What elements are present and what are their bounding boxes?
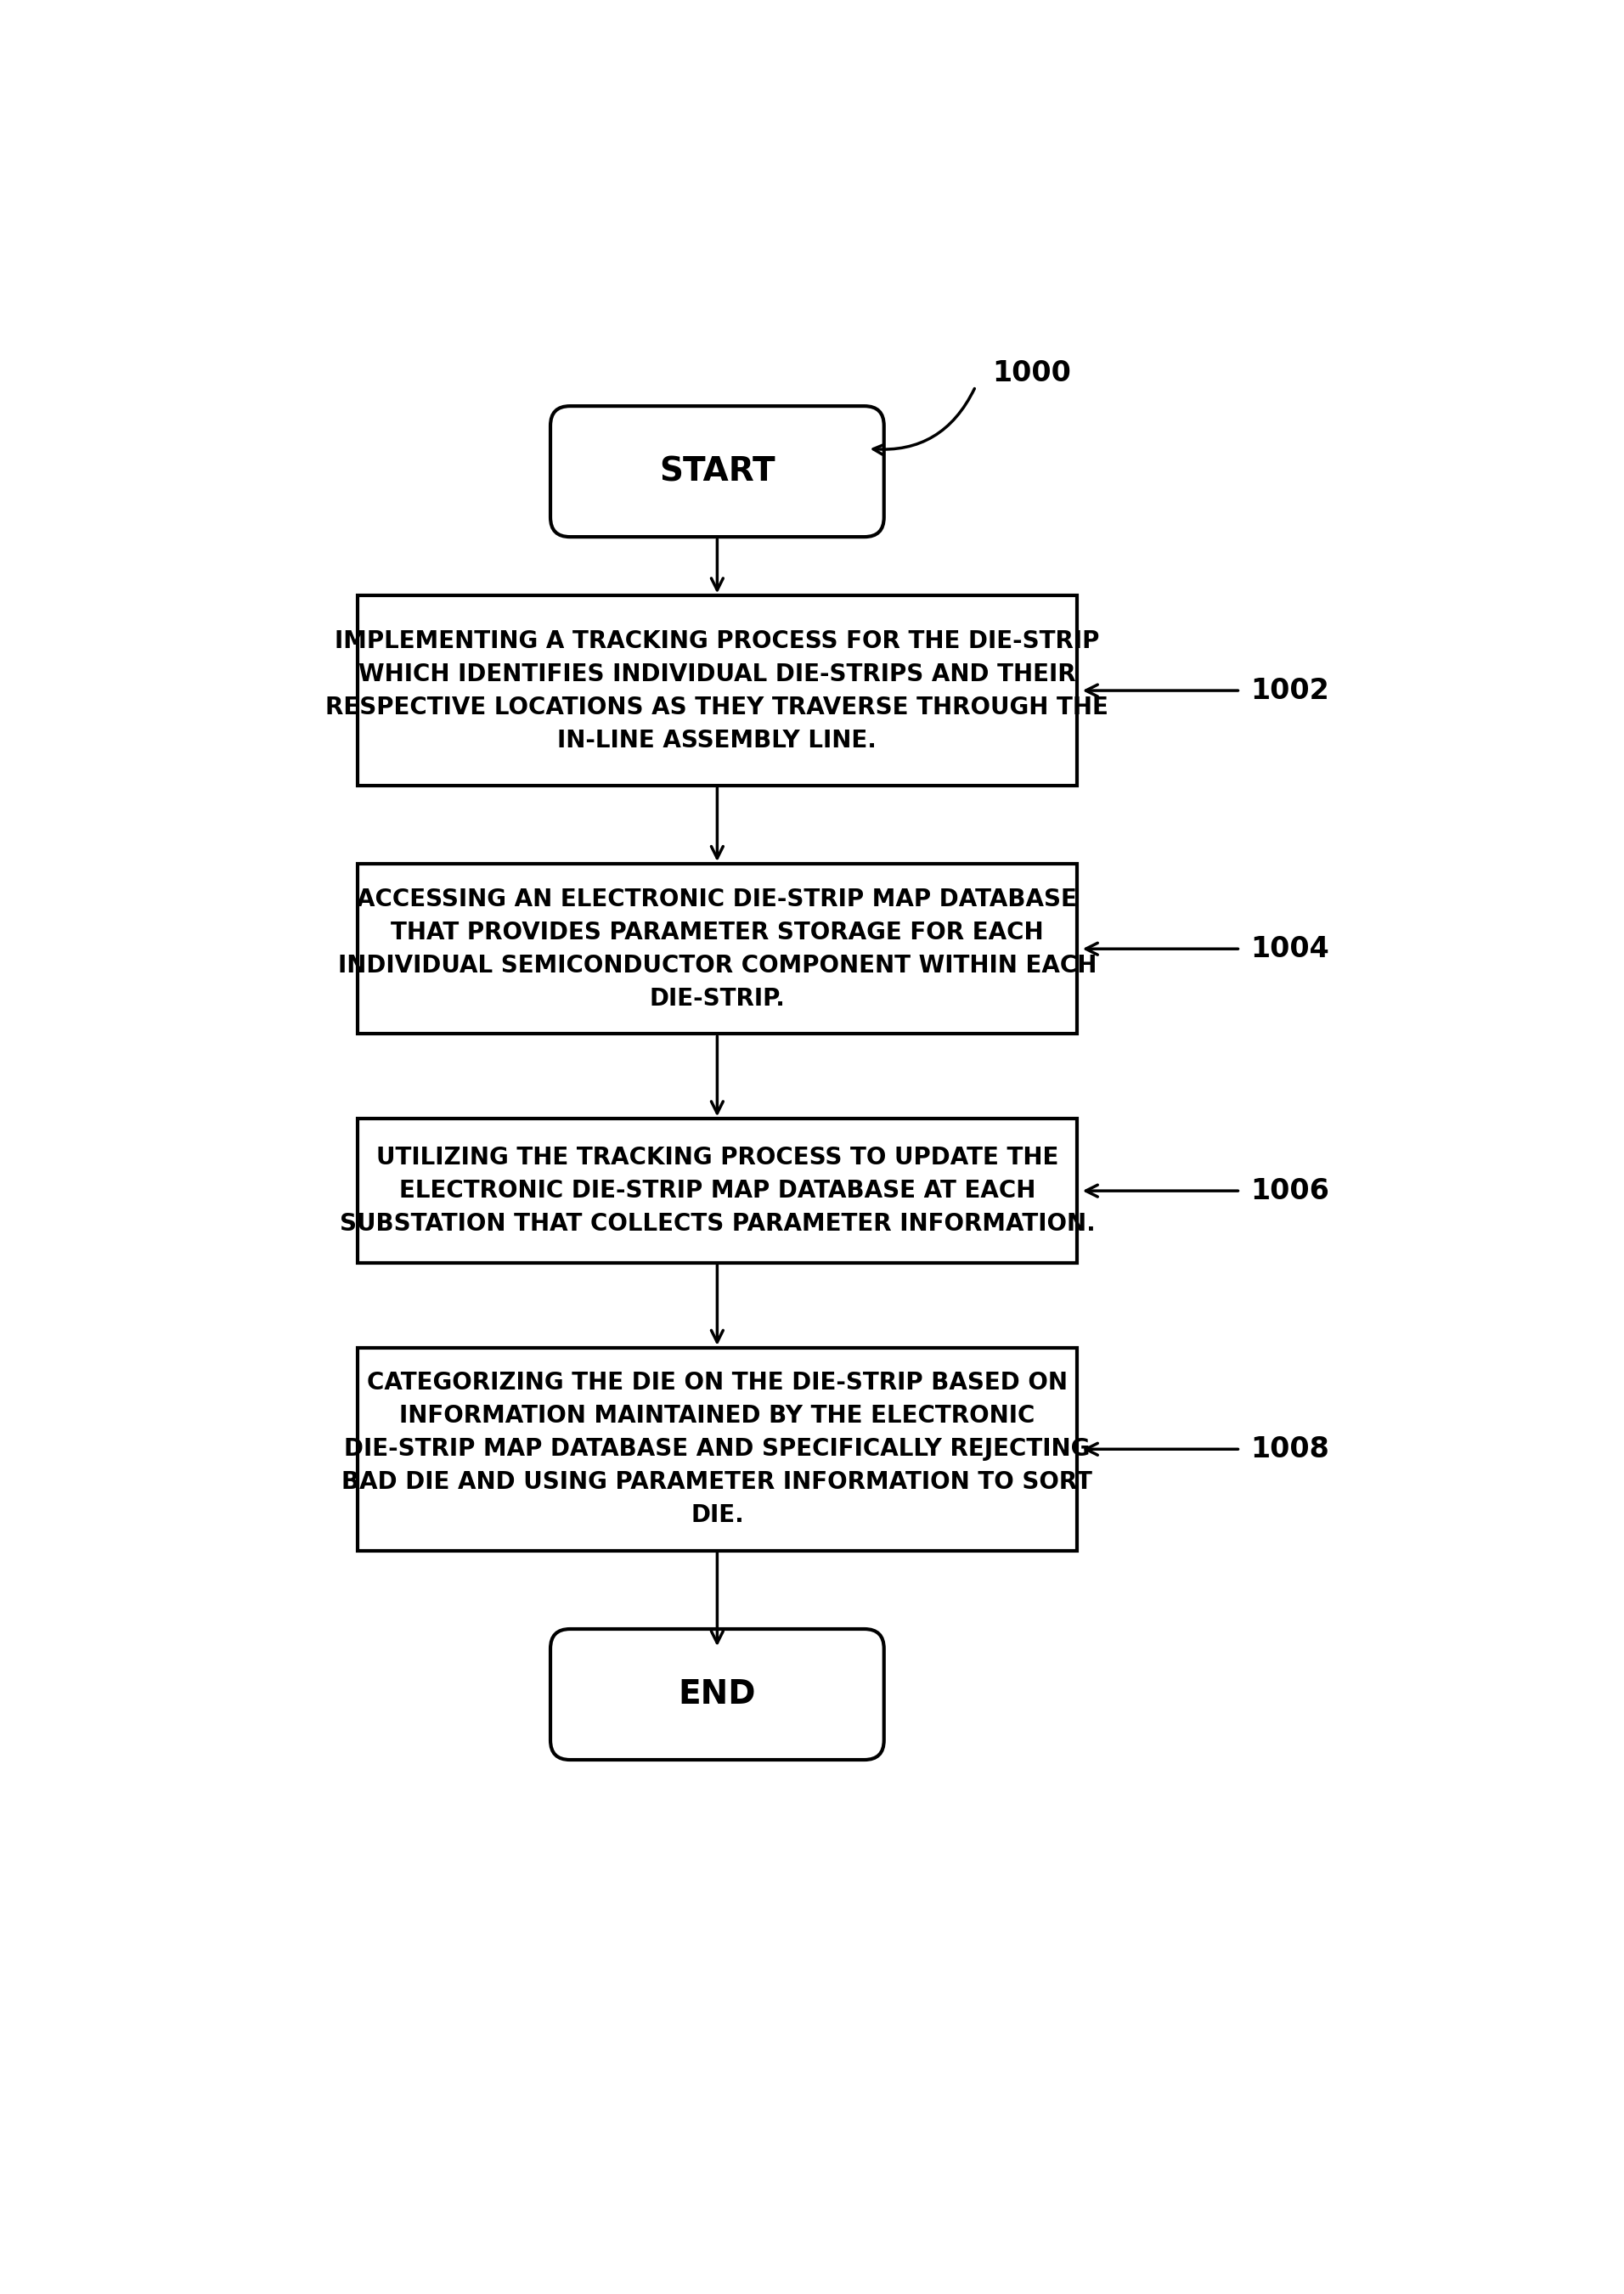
Text: UTILIZING THE TRACKING PROCESS TO UPDATE THE
ELECTRONIC DIE-STRIP MAP DATABASE A: UTILIZING THE TRACKING PROCESS TO UPDATE… xyxy=(339,1145,1095,1236)
Bar xyxy=(357,1119,1077,1262)
Text: 1000: 1000 xyxy=(992,360,1070,388)
Text: START: START xyxy=(659,454,775,489)
FancyBboxPatch shape xyxy=(551,1629,883,1759)
Bar xyxy=(357,1349,1077,1551)
Text: IMPLEMENTING A TRACKING PROCESS FOR THE DIE-STRIP
WHICH IDENTIFIES INDIVIDUAL DI: IMPLEMENTING A TRACKING PROCESS FOR THE … xyxy=(326,629,1109,752)
FancyBboxPatch shape xyxy=(551,406,883,537)
Text: 1006: 1006 xyxy=(1250,1177,1328,1204)
Bar xyxy=(357,865,1077,1035)
Bar xyxy=(357,596,1077,785)
Text: 1008: 1008 xyxy=(1250,1436,1328,1464)
Text: 1004: 1004 xyxy=(1250,936,1328,963)
Text: END: END xyxy=(679,1679,757,1711)
Text: 1002: 1002 xyxy=(1250,677,1328,704)
Text: CATEGORIZING THE DIE ON THE DIE-STRIP BASED ON
INFORMATION MAINTAINED BY THE ELE: CATEGORIZING THE DIE ON THE DIE-STRIP BA… xyxy=(341,1372,1093,1528)
Text: ACCESSING AN ELECTRONIC DIE-STRIP MAP DATABASE
THAT PROVIDES PARAMETER STORAGE F: ACCESSING AN ELECTRONIC DIE-STRIP MAP DA… xyxy=(338,888,1096,1009)
